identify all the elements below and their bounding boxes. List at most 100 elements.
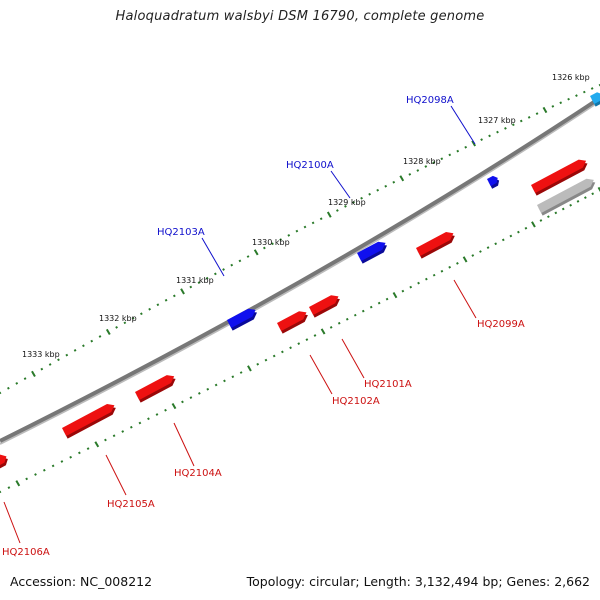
inner-track-dot [222,268,225,271]
outer-track-dot [539,219,543,222]
leader-line [450,105,476,145]
gene-body [62,404,115,436]
inner-track-dot [336,209,339,212]
outer-track-dot [554,211,558,215]
outer-track-dot [181,400,184,404]
outer-track-dot [494,242,498,246]
outer-track-dot [501,238,505,242]
inner-track-dot [368,192,371,196]
outer-track-dot [0,490,2,494]
scale-tick-label: 1331 kbp [176,276,214,285]
inner-track-dot [542,106,548,114]
accession-text: Accession: NC_008212 [10,574,153,589]
gene-HQ2104A [135,375,176,403]
outer-track-dot [462,256,468,263]
inner-track-dot [408,173,412,176]
gene-body [135,375,175,400]
outer-track-dot [320,328,326,335]
inner-track-dot [0,391,2,395]
gene-label-HQ2106A: HQ2106A [2,547,50,558]
inner-track-dot [90,339,94,343]
inner-track-dot [464,145,468,149]
backbone-highlight [0,100,600,445]
inner-track-dot [253,249,259,256]
inner-track-dot [424,165,428,168]
outer-track-dot [369,305,373,309]
inner-track-dot [511,123,515,127]
inner-track-dot [303,225,307,229]
outer-track-dot [456,261,459,265]
inner-track-dot [123,321,127,325]
scale-tick-label: 1332 kbp [99,314,137,323]
outer-track-dot [164,408,167,412]
outer-track-dot [401,289,405,293]
inner-track-dot [164,298,168,302]
gene-HQ2105A [62,404,116,439]
outer-track-dot [78,451,81,455]
inner-track-dot [140,312,143,316]
inner-track-dot [7,386,10,390]
inner-track-dot [360,196,363,200]
gene-body [416,232,454,256]
outer-track-dot [479,250,482,253]
scale-tick-label: 1328 kbp [403,157,441,166]
inner-track-dot [172,294,176,298]
inner-track-dot [48,363,52,366]
inner-track-dot [567,97,570,101]
outer-track-dot [171,402,177,410]
inner-track-dot [376,188,380,192]
inner-track-dot [23,377,27,381]
inner-track-dot [582,90,586,94]
gene-label-HQ2101A: HQ2101A [364,379,412,390]
topology-text: Topology: circular; Length: 3,132,494 bp… [246,574,590,589]
inner-track-dot [65,353,69,357]
outer-track-dot [147,417,150,421]
outer-track-dot [576,200,580,203]
outer-track-dot [138,421,142,425]
inner-track-dot [105,328,111,336]
inner-track-dot [598,83,600,87]
outer-dot-track [0,186,600,494]
inner-track-dot [197,281,201,284]
gene-body [537,178,594,213]
outer-track-dot [591,192,595,196]
outer-track-dot [385,297,389,301]
map-title: Haloquadratum walsbyi DSM 16790, complet… [115,9,485,24]
gene-label-HQ2105A: HQ2105A [107,499,155,510]
inner-track-dot [214,272,217,276]
inner-track-dot [416,169,420,172]
outer-track-dot [60,460,64,463]
outer-track-dot [353,313,357,317]
outer-track-dot [121,430,125,433]
outer-track-dot [189,396,193,399]
inner-track-dot [440,157,444,161]
gene-HQ2103A [227,308,258,331]
gene-body [357,241,386,261]
inner-track-dot [496,130,499,134]
inner-track-dot [238,259,242,263]
outer-track-dot [432,273,436,277]
inner-track-dot [504,127,507,130]
inner-track-dot [148,307,151,311]
outer-track-dot [214,383,218,387]
genome-backbone [0,96,600,445]
label-leader-lines [3,105,477,544]
inner-track-dot [535,112,539,116]
inner-track-dot [263,246,266,250]
outer-track-dot [377,301,381,305]
inner-dot-track [0,83,600,395]
outer-track-dot [42,468,46,472]
leader-line [309,354,333,395]
inner-track-dot [31,370,36,377]
outer-track-dot [583,196,587,199]
inner-track-dot [180,288,185,295]
inner-track-dot [287,233,291,237]
inner-track-dot [392,180,396,184]
scale-tick-label: 1327 kbp [478,116,516,125]
outer-track-dot [486,246,490,250]
inner-track-dot [575,94,578,97]
gene-HQ2101A [309,295,340,318]
gene-HQ2102A [277,311,308,334]
leader-line [201,237,225,277]
outer-track-dot [129,425,133,429]
